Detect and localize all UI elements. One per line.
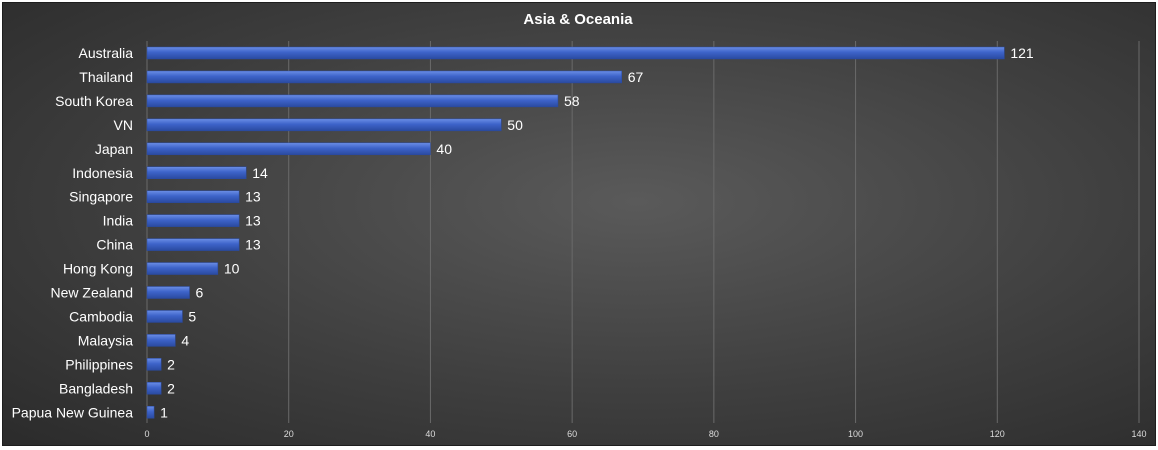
bar: [146, 214, 240, 227]
data-label: 67: [628, 69, 644, 85]
data-label: 1: [160, 404, 168, 420]
bar: [146, 166, 247, 179]
category-label: Malaysia: [78, 332, 133, 348]
category-label: Australia: [79, 45, 134, 61]
x-tick-label: 140: [1131, 429, 1146, 439]
category-labels: Australia Thailand South Korea VN Japan Indon…: [12, 45, 134, 420]
data-label: 121: [1010, 45, 1034, 61]
bar: [146, 46, 1005, 60]
data-label: 14: [252, 165, 268, 181]
category-label: Japan: [95, 141, 133, 157]
data-label: 40: [436, 141, 452, 157]
category-label: VN: [114, 117, 133, 133]
category-label: Singapore: [69, 189, 133, 205]
category-label: Bangladesh: [59, 380, 133, 396]
x-tick-label: 100: [848, 429, 863, 439]
chart-title: Asia & Oceania: [523, 11, 633, 28]
x-tick-label: 60: [567, 429, 577, 439]
bar: [146, 334, 176, 347]
category-label: New Zealand: [51, 285, 134, 301]
x-tick-label: 120: [990, 429, 1005, 439]
bar-chart: Asia & Oceania 0 20 40 60 80 100 120 140 Austra…: [12, 11, 1147, 439]
data-label: 6: [196, 285, 204, 301]
data-label: 50: [507, 117, 523, 133]
x-tick-label: 40: [425, 429, 435, 439]
bar: [146, 142, 431, 156]
x-axis-ticks: 0 20 40 60 80 100 120 140: [144, 429, 1146, 439]
data-label: 13: [245, 189, 261, 205]
data-label: 2: [167, 380, 175, 396]
bar: [146, 358, 162, 371]
data-label: 5: [188, 308, 196, 324]
category-label: South Korea: [55, 93, 133, 109]
bar: [146, 190, 240, 203]
bar: [146, 118, 502, 132]
category-label: China: [96, 237, 133, 253]
data-label: 58: [564, 93, 580, 109]
x-tick-label: 20: [284, 429, 294, 439]
data-label: 2: [167, 356, 175, 372]
x-tick-label: 80: [709, 429, 719, 439]
category-label: Philippines: [65, 356, 133, 372]
data-label: 10: [224, 261, 240, 277]
bar: [146, 382, 162, 395]
data-label: 13: [245, 237, 261, 253]
bar: [146, 310, 183, 323]
bars: [146, 46, 1005, 419]
bar: [146, 70, 622, 84]
category-label: Indonesia: [72, 165, 133, 181]
data-label: 13: [245, 213, 261, 229]
category-label: Thailand: [79, 69, 133, 85]
bar: [146, 286, 190, 299]
bar: [146, 262, 219, 275]
category-label: Papua New Guinea: [12, 404, 134, 420]
bar: [146, 94, 559, 108]
x-tick-label: 0: [144, 429, 149, 439]
category-label: India: [103, 213, 134, 229]
bar: [146, 238, 240, 251]
category-label: Hong Kong: [63, 261, 133, 277]
data-label: 4: [181, 332, 189, 348]
category-label: Cambodia: [69, 308, 133, 324]
bar: [146, 406, 155, 419]
